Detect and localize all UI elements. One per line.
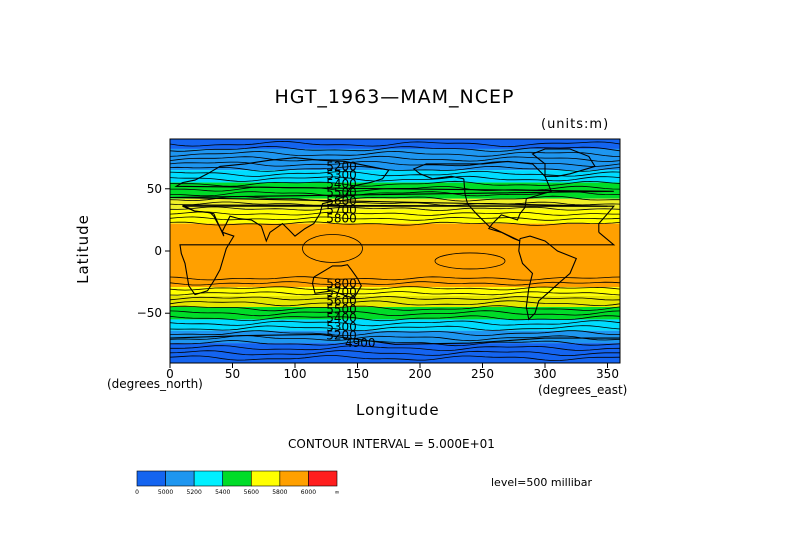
band-1 [170, 148, 620, 171]
contour-label: 5400 [326, 311, 357, 325]
contour-label: 5200 [326, 159, 357, 173]
contour-label: 5600 [326, 294, 357, 308]
x-tick-label: 150 [346, 367, 369, 381]
x-tick-label: 350 [596, 367, 619, 381]
contour-line [169, 140, 621, 148]
x-tick-label: 300 [534, 367, 557, 381]
band-10 [170, 319, 620, 331]
contour-line [169, 340, 621, 347]
x-tick-label: 250 [471, 367, 494, 381]
x-tick-label: 100 [284, 367, 307, 381]
x-axis-label: Longitude [356, 401, 440, 419]
contour-line [169, 325, 621, 332]
contour-label: 5500 [326, 302, 357, 316]
band-6 [170, 223, 620, 288]
contour-line [169, 286, 621, 291]
contour-line [169, 206, 621, 211]
y-axis-unit: (degrees_north) [107, 377, 203, 391]
x-axis-unit: (degrees_east) [538, 383, 628, 397]
y-tick-label: 0 [154, 244, 162, 258]
coastline-2 [311, 264, 362, 299]
colorbar-label: 5200 [187, 489, 202, 496]
colorbar-swatch [279, 470, 309, 487]
contour-label: 5800 [326, 212, 357, 226]
colorbar-label: 5800 [272, 489, 287, 496]
y-tick-label: 50 [147, 182, 162, 196]
contour-line [169, 300, 621, 307]
contour-line [169, 211, 620, 216]
x-tick-label: 0 [166, 367, 174, 381]
contour-label: 5300 [326, 168, 357, 182]
contour-label: 5600 [326, 194, 357, 208]
x-tick-label: 200 [409, 367, 432, 381]
chart-title: HGT_1963—MAM_NCEP [274, 86, 515, 108]
band-8 [170, 295, 620, 307]
contour-label: 5800 [326, 276, 357, 290]
contour-line [169, 145, 621, 152]
contour-line [169, 221, 621, 226]
contour-line [169, 155, 621, 162]
contour-line [169, 150, 621, 157]
colorbar-swatch [136, 470, 166, 487]
colorbar-swatch [308, 470, 338, 487]
colorbar-label: ∞ [335, 489, 340, 496]
units-label: (units:m) [541, 117, 610, 132]
contour-line [169, 305, 621, 312]
coastline-0 [169, 157, 614, 243]
y-tick-label: −50 [137, 306, 162, 320]
coastline-6 [169, 333, 620, 345]
contour-label: 4900 [345, 336, 376, 350]
contour-line [169, 320, 621, 327]
colorbar-label: 0 [135, 489, 139, 496]
contour-line [169, 355, 621, 362]
coastline-4 [518, 235, 578, 321]
contour-line [169, 201, 621, 206]
colorbar-label: 5600 [244, 489, 259, 496]
colorbar-swatch [250, 470, 281, 487]
contour-line [169, 180, 621, 187]
contour-line [169, 175, 621, 182]
colorbar-swatch [165, 470, 195, 487]
coastline-5 [531, 148, 596, 177]
coastline-3 [412, 160, 553, 242]
band-4 [170, 198, 620, 210]
contour-line [169, 276, 621, 281]
contour-line [169, 281, 621, 286]
contour-line [169, 291, 621, 296]
contour-label: 5700 [326, 285, 357, 299]
contour-line [169, 310, 621, 317]
contour-loop [434, 252, 506, 270]
contour-loop [302, 234, 363, 263]
contour-label: 5700 [326, 203, 357, 217]
contour-line [169, 315, 621, 322]
contour-line [169, 296, 621, 301]
contour-line [169, 350, 620, 357]
colorbar-swatch [222, 470, 252, 487]
contour-label: 5500 [326, 186, 357, 200]
colorbar-swatch [193, 470, 224, 487]
colorbar-label: 5000 [158, 489, 173, 496]
contour-line [169, 330, 620, 337]
contour-line [170, 345, 621, 352]
contour-label: 5400 [326, 177, 357, 191]
contour-label: 5200 [326, 329, 357, 343]
colorbar-label: 5400 [215, 489, 230, 496]
contour-label: 5300 [326, 320, 357, 334]
band-5 [170, 209, 620, 224]
colorbar-label: 6000 [301, 489, 316, 496]
contour-interval-note: CONTOUR INTERVAL = 5.000E+01 [288, 437, 495, 451]
x-tick-label: 50 [225, 367, 240, 381]
level-note: level=500 millibar [491, 476, 593, 489]
